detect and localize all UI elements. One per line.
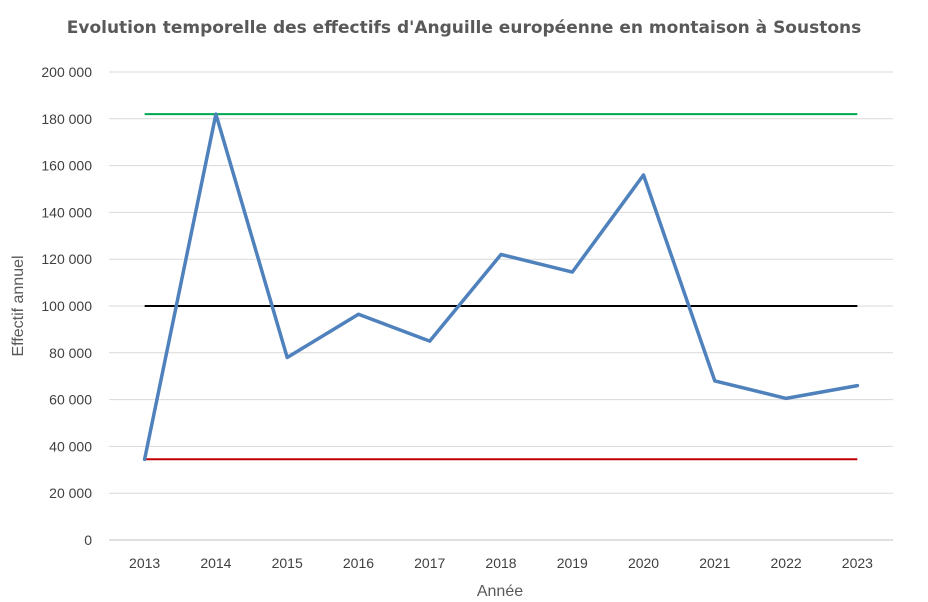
x-tick-label: 2021 xyxy=(699,555,730,571)
y-tick-label: 180 000 xyxy=(41,111,92,127)
x-tick-label: 2015 xyxy=(272,555,303,571)
y-tick-label: 140 000 xyxy=(41,204,92,220)
x-axis-ticks: 2013 2014 2015 2016 2017 2018 2019 2020 2021 2022… xyxy=(129,555,873,571)
y-tick-label: 120 000 xyxy=(41,251,92,267)
x-tick-label: 2014 xyxy=(200,555,231,571)
chart-title: Evolution temporelle des effectifs d'Ang… xyxy=(67,18,861,38)
x-tick-label: 2020 xyxy=(628,555,659,571)
x-axis-title: Année xyxy=(477,583,523,600)
y-tick-label: 80 000 xyxy=(49,345,92,361)
x-tick-label: 2022 xyxy=(771,555,802,571)
series-group xyxy=(142,112,860,462)
series-line xyxy=(142,112,860,462)
x-tick-label: 2016 xyxy=(343,555,374,571)
y-tick-label: 200 000 xyxy=(41,64,92,80)
x-tick-label: 2019 xyxy=(557,555,588,571)
y-tick-label: 100 000 xyxy=(41,298,92,314)
x-tick-label: 2023 xyxy=(842,555,873,571)
x-tick-label: 2013 xyxy=(129,555,160,571)
y-tick-label: 160 000 xyxy=(41,158,92,174)
y-tick-label: 40 000 xyxy=(49,438,92,454)
y-axis-title: Effectif annuel xyxy=(10,255,27,356)
y-tick-label: 20 000 xyxy=(49,485,92,501)
y-tick-label: 0 xyxy=(84,532,92,548)
y-axis-ticks: 0 20 000 40 000 60 000 80 000 100 000 120 000 1… xyxy=(41,64,92,548)
reference-lines xyxy=(144,113,858,461)
x-tick-label: 2018 xyxy=(485,555,516,571)
x-tick-label: 2017 xyxy=(414,555,445,571)
y-tick-label: 60 000 xyxy=(49,392,92,408)
